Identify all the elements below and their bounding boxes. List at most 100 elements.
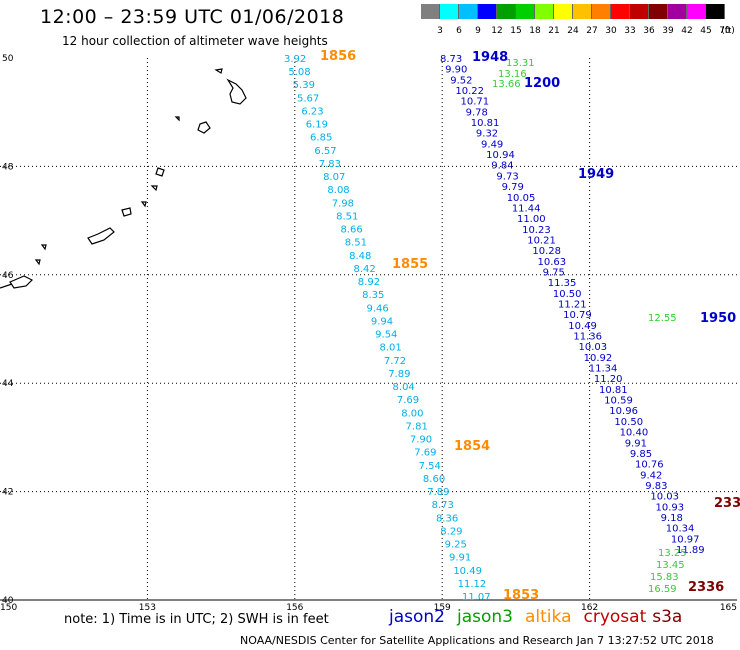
wave-height-value: 10.40 [620, 428, 649, 439]
wave-height-value: 8.35 [362, 290, 384, 301]
island-outline [197, 121, 211, 134]
wave-height-value: 7.83 [319, 159, 341, 170]
lon-tick-label: 162 [581, 603, 598, 613]
wave-height-value: 7.69 [397, 395, 419, 406]
lon-tick-label: 153 [139, 603, 156, 613]
wave-height-value: 10.21 [527, 235, 556, 246]
wave-height-value: 9.18 [661, 513, 683, 524]
wave-height-value: 8.04 [393, 382, 415, 393]
lat-tick-label: 44 [2, 379, 14, 389]
colorbar-swatch [687, 4, 706, 19]
wave-height-value: 11.07 [462, 592, 491, 603]
legend-jason3: jason3 [457, 607, 513, 627]
wave-height-value: 7.81 [406, 421, 428, 432]
colorbar-label: 36 [643, 26, 655, 36]
wave-height-value: 8.36 [436, 513, 458, 524]
wave-height-value: 6.23 [301, 106, 323, 117]
wave-height-value: 8.29 [440, 526, 462, 537]
colorbar-label: 21 [548, 26, 560, 36]
wave-height-value: 9.73 [496, 171, 518, 182]
wave-height-value: 8.51 [345, 238, 367, 249]
island-outline [34, 259, 41, 266]
legend-jason2: jason2 [389, 607, 445, 627]
colorbar-swatch [573, 4, 592, 19]
wave-height-value: 11.89 [676, 545, 705, 556]
time-label: 1950 [700, 311, 736, 326]
wave-height-value: 8.08 [327, 185, 349, 196]
wave-height-value: 10.03 [579, 342, 608, 353]
colorbar-swatch [459, 4, 478, 19]
wave-height-value: 10.34 [666, 524, 695, 535]
colorbar-label: 70 [719, 26, 731, 36]
wave-height-value: 9.91 [449, 553, 471, 564]
time-label: 2336 [688, 580, 724, 595]
wave-height-value: 13.25 [658, 548, 687, 559]
wave-height-value: 11.34 [589, 364, 618, 375]
colorbar-label: 27 [586, 26, 598, 36]
colorbar-swatch [535, 4, 554, 19]
wave-height-value: 8.42 [353, 264, 375, 275]
island-outline [87, 227, 115, 245]
time-label: 1856 [320, 49, 356, 64]
colorbar-swatch [592, 4, 611, 19]
wave-height-value: 11.21 [558, 300, 587, 311]
wave-height-value: 10.49 [568, 321, 597, 332]
wave-height-value: 10.63 [537, 257, 566, 268]
wave-height-value: 9.46 [366, 303, 388, 314]
lon-tick-label: 156 [286, 603, 303, 613]
island-outline [226, 78, 247, 105]
colorbar-swatch [649, 4, 668, 19]
wave-height-value: 10.50 [553, 289, 582, 300]
note-text: note: 1) Time is in UTC; 2) SWH is in fe… [64, 612, 329, 627]
wave-height-value: 10.22 [455, 86, 484, 97]
wave-height-value: 9.91 [625, 438, 647, 449]
wave-height-value: 10.94 [486, 150, 515, 161]
wave-height-value: 9.25 [445, 540, 467, 551]
colorbar-label: 18 [529, 26, 541, 36]
lat-tick-label: 46 [2, 271, 14, 281]
wave-height-value: 10.23 [522, 225, 551, 236]
colorbar-label: 15 [510, 26, 522, 36]
wave-height-colorbar: 3 6 9 12 15 18 21 24 27 30 33 36 39 42 45 70 (ft) [421, 4, 735, 38]
wave-height-value: 7.72 [384, 356, 406, 367]
wave-height-value: 9.90 [445, 65, 467, 76]
island-outline [40, 244, 47, 251]
wave-height-value: 13.45 [656, 560, 685, 571]
colorbar-swatch [440, 4, 459, 19]
wave-height-value: 10.59 [604, 396, 633, 407]
legend-cryosat: cryosat [583, 607, 647, 627]
wave-height-value: 6.57 [314, 146, 336, 157]
colorbar-label: 24 [567, 26, 579, 36]
wave-height-value: 10.49 [453, 566, 482, 577]
time-label: 1948 [472, 50, 508, 65]
island-outline [150, 185, 158, 192]
island-outline [121, 207, 132, 217]
wave-height-value: 8.00 [401, 408, 423, 419]
lon-tick-label: 165 [720, 603, 737, 613]
lon-tick-label: 150 [0, 603, 17, 613]
wave-height-value: 10.81 [599, 385, 628, 396]
wave-height-value: 6.85 [310, 133, 332, 144]
wave-height-value: 12.55 [648, 313, 677, 324]
wave-height-value: 11.44 [512, 203, 541, 214]
wave-height-value: 9.79 [502, 182, 524, 193]
wave-height-value: 10.96 [609, 406, 638, 417]
wave-height-value: 8.60 [423, 474, 445, 485]
wave-height-value: 9.85 [630, 449, 652, 460]
time-label: 1854 [454, 439, 490, 454]
island-outline [9, 275, 34, 289]
time-label: 1200 [524, 76, 560, 91]
colorbar-label: 3 [437, 26, 443, 36]
colorbar-swatch [630, 4, 649, 19]
wave-height-value: 11.36 [573, 332, 602, 343]
wave-height-value: 9.42 [640, 470, 662, 481]
legend-s3a: s3a [652, 607, 683, 627]
wave-height-value: 5.67 [297, 93, 319, 104]
wave-height-value: 8.51 [336, 211, 358, 222]
wave-height-value: 10.50 [614, 417, 643, 428]
wave-height-value: 13.31 [506, 58, 535, 69]
colorbar-label: 30 [605, 26, 617, 36]
footer-credit: NOAA/NESDIS Center for Satellite Applica… [240, 634, 714, 647]
colorbar-swatch [478, 4, 497, 19]
colorbar-label: 45 [700, 26, 712, 36]
